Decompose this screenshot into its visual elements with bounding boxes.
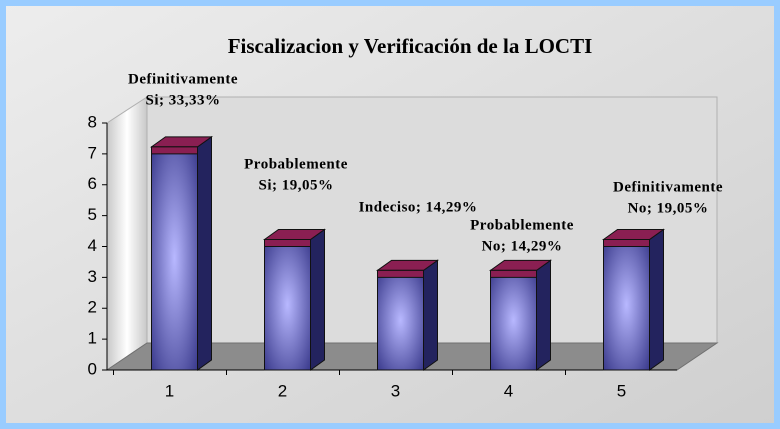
bar-side: [310, 228, 325, 371]
bar: [490, 269, 537, 371]
data-label: Si; 33,33%: [145, 92, 220, 108]
y-tick-label: 8: [88, 112, 97, 131]
y-tick-label: 7: [88, 143, 97, 162]
x-tick-label: 5: [617, 381, 626, 400]
bar-side: [197, 135, 212, 371]
bar: [264, 239, 311, 371]
side-wall: [106, 96, 148, 371]
x-tick-label: 3: [391, 381, 400, 400]
bar: [377, 269, 424, 371]
data-label: Si; 19,05%: [258, 177, 333, 193]
data-label: Probablemente: [470, 217, 574, 233]
data-label: Definitivamente: [128, 71, 238, 87]
bar-side: [423, 259, 438, 371]
bar-cap: [151, 146, 198, 155]
data-label: No; 14,29%: [482, 238, 563, 254]
bar: [603, 239, 650, 371]
data-label: Indeciso; 14,29%: [359, 199, 478, 215]
chart-title: Fiscalizacion y Verificación de la LOCTI: [228, 34, 593, 58]
y-tick-label: 6: [88, 174, 97, 193]
data-label: Probablemente: [244, 156, 348, 172]
x-tick-label: 2: [278, 381, 287, 400]
y-tick-label: 1: [88, 329, 97, 348]
y-tick-label: 3: [88, 267, 97, 286]
bar: [151, 146, 198, 371]
bar-cap: [603, 239, 650, 247]
y-tick-label: 2: [88, 298, 97, 317]
bar-side: [536, 259, 551, 371]
y-tick-label: 5: [88, 205, 97, 224]
data-label: No; 19,05%: [628, 200, 709, 216]
x-tick-label: 4: [504, 381, 513, 400]
bar-cap: [490, 269, 537, 278]
bar-cap: [377, 269, 424, 278]
bar-cap: [264, 239, 311, 247]
bar-side: [649, 228, 664, 371]
y-tick-label: 4: [88, 236, 97, 255]
y-tick-label: 0: [88, 359, 97, 378]
data-label: Definitivamente: [613, 179, 723, 195]
x-tick-label: 1: [165, 381, 174, 400]
